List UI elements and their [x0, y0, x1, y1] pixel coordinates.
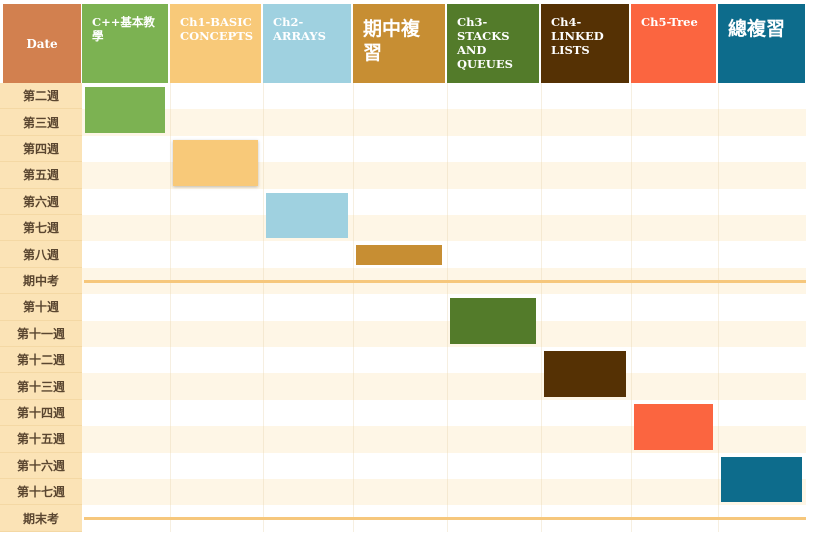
column-header-1: Ch1-BASIC CONCEPTS	[170, 4, 261, 83]
task-bar-2	[266, 192, 348, 239]
row-stripe-14	[82, 452, 806, 479]
date-header: Date	[3, 4, 81, 83]
task-bar-6	[634, 403, 713, 450]
row-label-4: 第六週	[0, 188, 82, 215]
task-bar-3	[356, 245, 442, 265]
row-label-8: 第十週	[0, 294, 82, 321]
row-stripe-5	[82, 215, 806, 242]
grid-line-4	[541, 83, 542, 532]
exam-line-0	[84, 279, 806, 283]
task-bar-0	[85, 87, 165, 133]
row-label-12: 第十四週	[0, 399, 82, 427]
row-stripe-0	[82, 83, 806, 110]
grid-line-3	[447, 83, 448, 532]
task-bar-7	[721, 456, 802, 503]
column-header-4: Ch3- STACKS AND QUEUES	[447, 4, 539, 83]
column-header-2: Ch2- ARRAYS	[263, 4, 351, 83]
grid-line-1	[263, 83, 264, 532]
row-label-5: 第七週	[0, 215, 82, 242]
row-stripe-10	[82, 347, 806, 374]
row-stripe-15	[82, 479, 806, 506]
row-label-10: 第十二週	[0, 347, 82, 374]
task-bar-1	[173, 139, 258, 186]
row-stripe-8	[82, 294, 806, 321]
row-stripe-6	[82, 241, 806, 268]
grid-line-2	[353, 83, 354, 532]
row-label-2: 第四週	[0, 135, 82, 163]
row-stripe-11	[82, 373, 806, 400]
column-header-6: Ch5-Tree	[631, 4, 716, 83]
row-stripe-4	[82, 188, 806, 215]
row-label-16: 期末考	[0, 505, 82, 532]
column-header-0: C++基本教學	[82, 4, 168, 83]
task-bar-4	[450, 298, 536, 344]
exam-line-1	[84, 517, 806, 521]
grid-line-0	[170, 83, 171, 532]
column-header-7: 總複習	[718, 4, 805, 83]
row-label-3: 第五週	[0, 162, 82, 189]
row-label-13: 第十五週	[0, 426, 82, 453]
column-header-3: 期中複習	[353, 4, 445, 83]
row-stripe-1	[82, 109, 806, 136]
row-label-6: 第八週	[0, 241, 82, 268]
row-label-15: 第十七週	[0, 479, 82, 506]
column-header-5: Ch4- LINKED LISTS	[541, 4, 629, 83]
row-label-7: 期中考	[0, 267, 82, 295]
row-label-0: 第二週	[0, 83, 82, 110]
row-label-9: 第十一週	[0, 320, 82, 347]
grid-line-5	[631, 83, 632, 532]
row-stripe-9	[82, 320, 806, 347]
row-label-1: 第三週	[0, 109, 82, 136]
row-label-11: 第十三週	[0, 373, 82, 400]
task-bar-5	[544, 351, 626, 397]
grid-line-6	[718, 83, 719, 532]
row-label-14: 第十六週	[0, 452, 82, 479]
